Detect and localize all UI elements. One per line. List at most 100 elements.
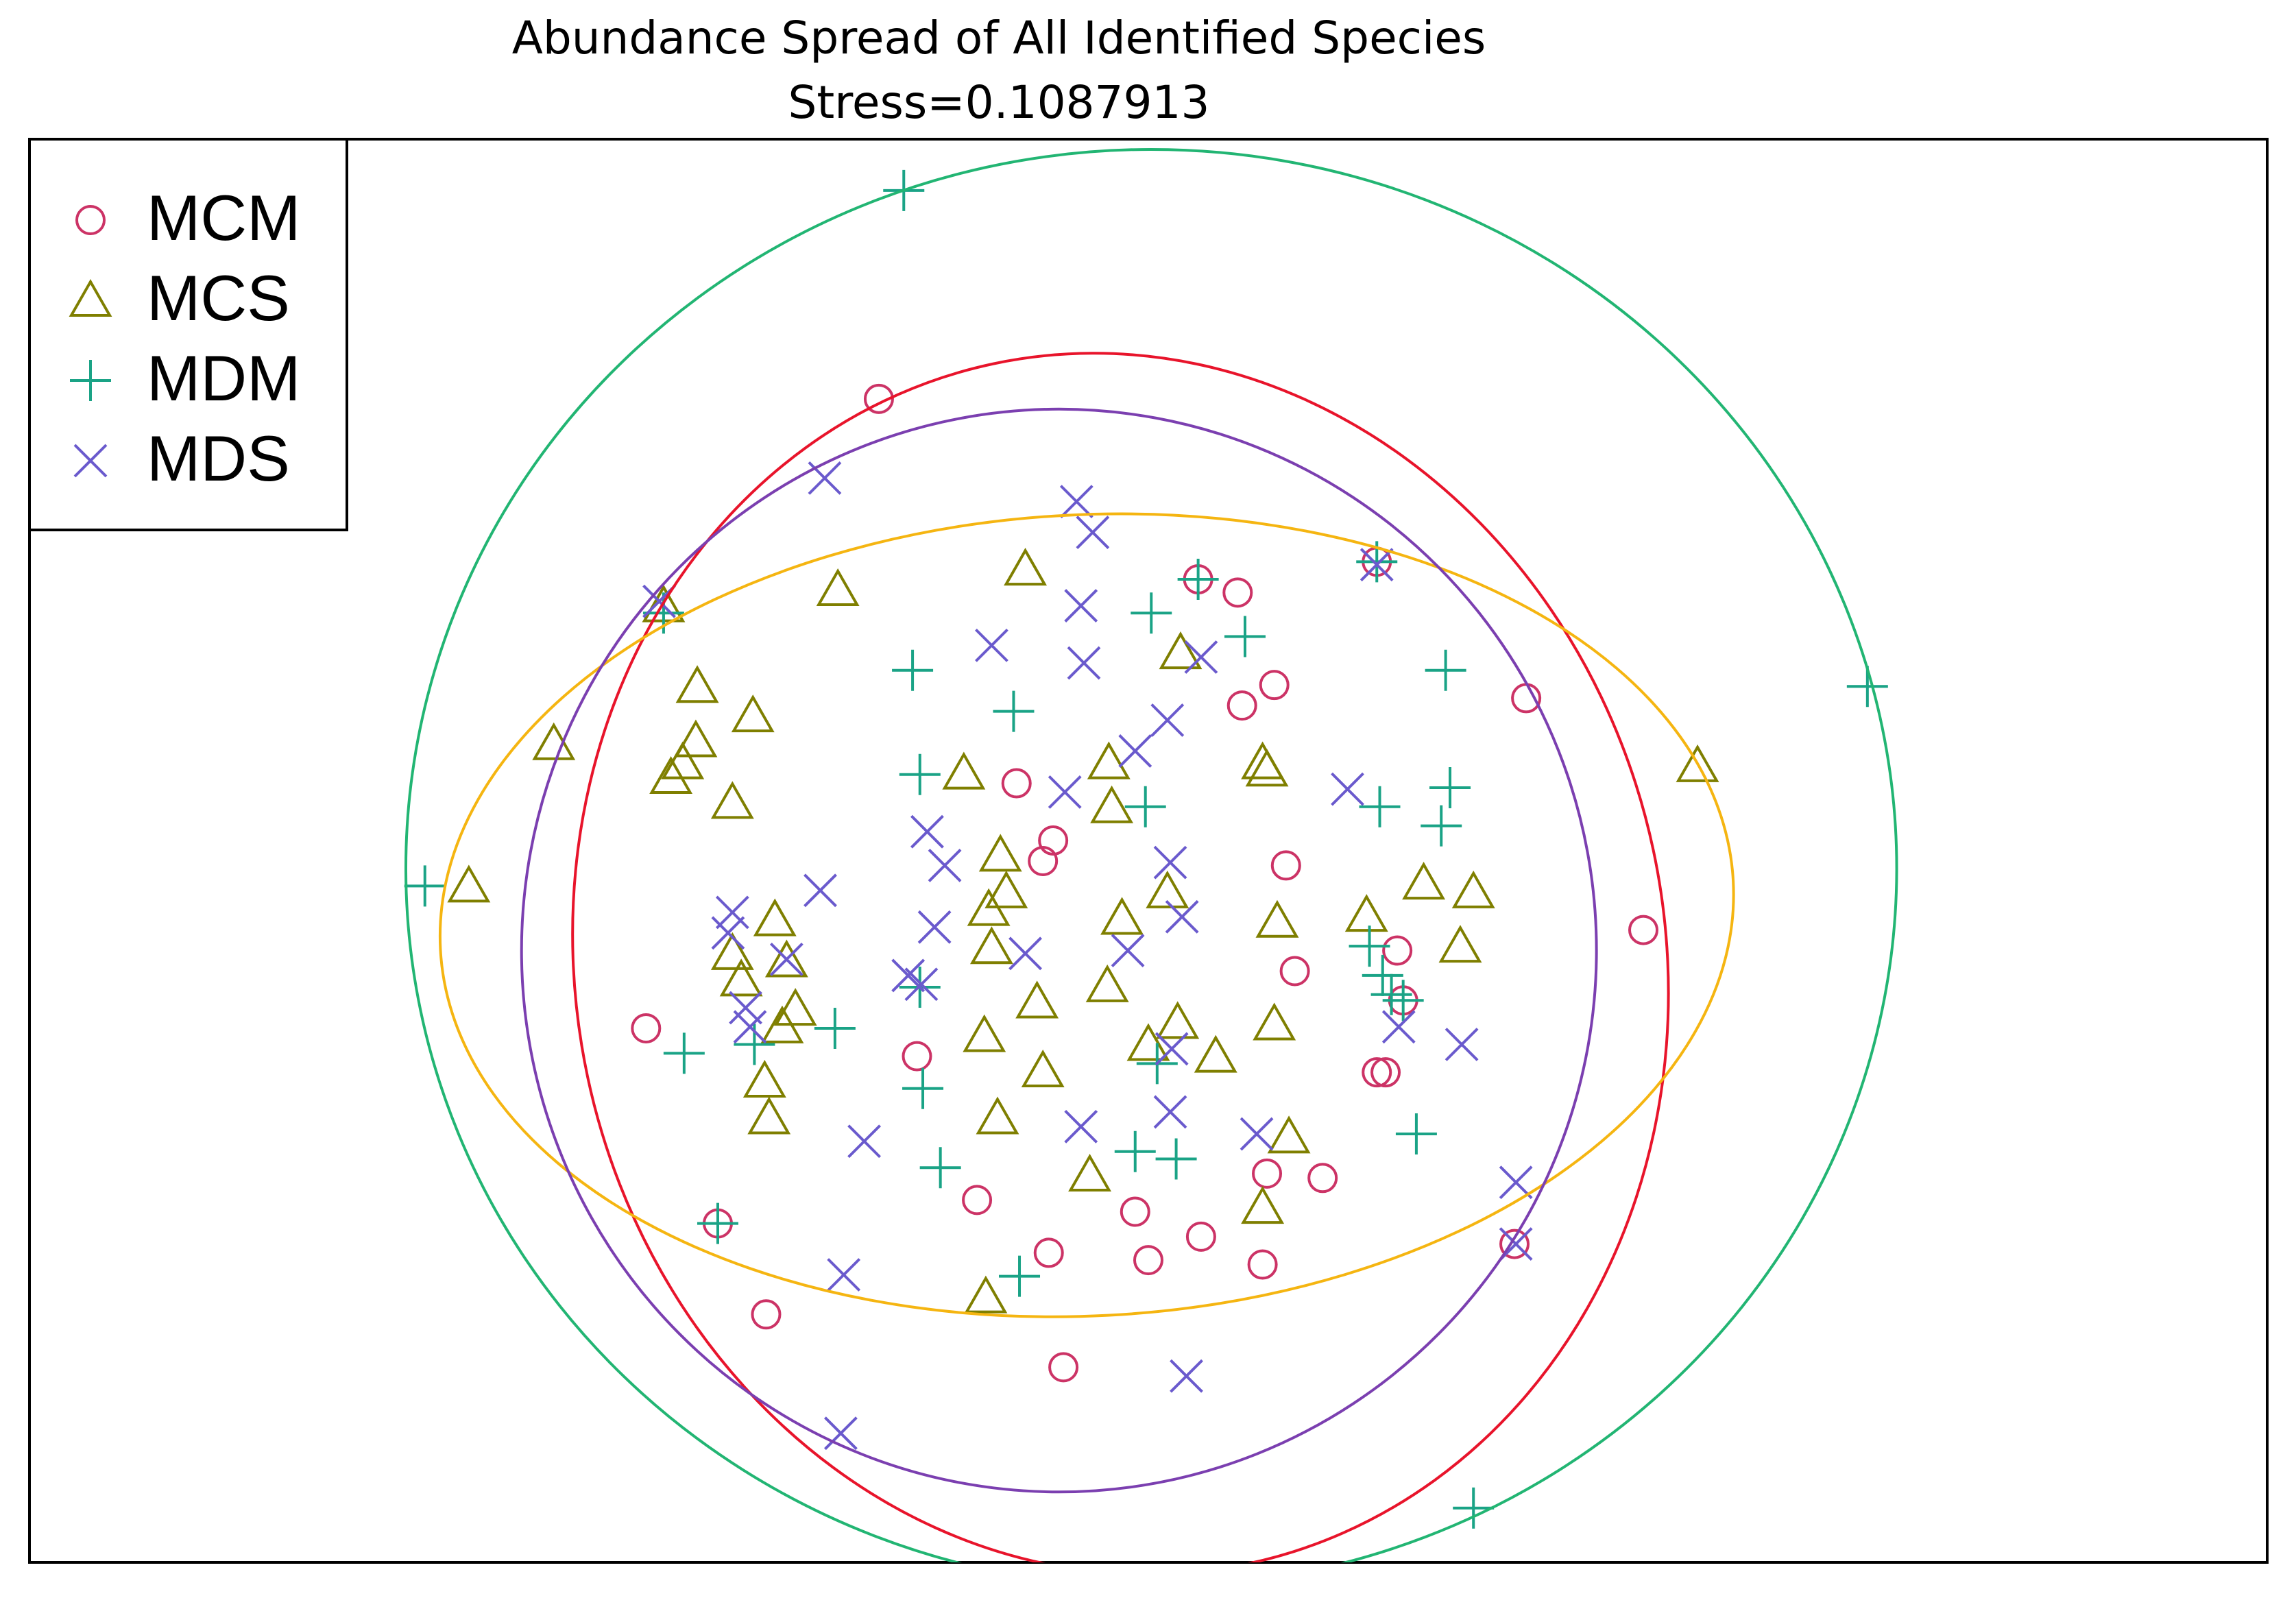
point <box>1451 870 1495 908</box>
point <box>823 1416 858 1451</box>
point <box>963 1014 1006 1052</box>
point <box>1421 805 1462 847</box>
point <box>1240 1117 1274 1151</box>
group-ellipse <box>520 407 1598 1494</box>
legend-symbol <box>73 444 108 478</box>
point <box>1153 1095 1187 1129</box>
point <box>902 1067 944 1109</box>
point <box>753 898 797 936</box>
point <box>975 628 1008 662</box>
point <box>942 751 986 790</box>
legend-box <box>28 138 348 531</box>
point <box>1100 897 1144 935</box>
point <box>1064 1109 1098 1144</box>
point <box>1170 1359 1203 1393</box>
point <box>969 926 1013 965</box>
point <box>978 834 1022 872</box>
point <box>1402 862 1446 900</box>
point <box>1224 616 1266 657</box>
chart-subtitle: Stress=0.1087913 <box>788 76 1209 129</box>
point <box>1362 954 1403 996</box>
point <box>1033 1237 1064 1268</box>
point <box>1090 785 1134 823</box>
point <box>733 1010 767 1044</box>
point <box>742 1059 786 1098</box>
point <box>919 1147 961 1189</box>
group-ellipse <box>404 148 1898 1562</box>
point <box>1425 649 1466 691</box>
point <box>1349 926 1390 967</box>
point <box>649 755 693 794</box>
point <box>674 719 718 758</box>
point <box>769 942 803 976</box>
chart-title: Abundance Spread of All Identified Speci… <box>512 12 1486 64</box>
point <box>984 870 1028 908</box>
point <box>847 1124 882 1159</box>
point <box>1359 786 1401 827</box>
point <box>1114 1130 1156 1172</box>
point <box>675 665 719 703</box>
plot-frame <box>28 138 2269 1564</box>
point <box>1155 1138 1197 1180</box>
legend-symbol <box>75 205 106 235</box>
point <box>1381 1010 1416 1044</box>
point <box>1344 894 1388 932</box>
point <box>976 1096 1019 1135</box>
point <box>1222 577 1253 608</box>
point <box>1008 936 1042 971</box>
point <box>711 916 745 950</box>
group-ellipse <box>438 512 1735 1318</box>
point <box>1628 915 1659 945</box>
point <box>1177 559 1219 601</box>
point <box>1001 768 1032 799</box>
point <box>1087 741 1131 779</box>
point <box>1370 1057 1401 1088</box>
point <box>917 910 952 944</box>
point <box>447 864 491 903</box>
legend-label: MDS <box>147 422 290 494</box>
point <box>731 694 775 733</box>
point <box>1245 749 1289 787</box>
point <box>1362 1057 1392 1088</box>
point <box>1226 690 1257 721</box>
point <box>1453 1487 1495 1529</box>
point <box>816 568 860 607</box>
point <box>1382 980 1424 1021</box>
point <box>1004 548 1048 586</box>
point <box>1085 964 1129 1002</box>
legend-label: MDM <box>147 342 301 414</box>
point <box>814 1007 856 1049</box>
point <box>904 967 939 1002</box>
point <box>1028 845 1059 876</box>
point <box>892 649 934 691</box>
point <box>1267 1115 1311 1154</box>
point <box>1395 1113 1437 1155</box>
point <box>1131 592 1172 634</box>
point <box>1038 825 1069 856</box>
point <box>764 939 808 978</box>
point <box>715 895 749 930</box>
point <box>1331 772 1364 806</box>
point <box>1370 973 1412 1015</box>
point <box>1438 925 1482 963</box>
point <box>1048 775 1082 809</box>
point <box>1015 980 1059 1019</box>
point <box>1064 589 1098 623</box>
point <box>1076 516 1110 549</box>
point <box>1382 935 1413 966</box>
point <box>663 1032 705 1074</box>
group-ellipse <box>571 352 1670 1562</box>
point <box>719 958 763 997</box>
point <box>827 1258 861 1292</box>
point <box>1118 734 1152 768</box>
point <box>751 1299 782 1330</box>
point <box>1133 1245 1163 1276</box>
point <box>1150 703 1185 737</box>
point <box>1120 1196 1150 1227</box>
point <box>1155 1032 1189 1066</box>
point <box>697 1202 738 1244</box>
point <box>1194 1035 1237 1073</box>
point <box>1124 786 1166 827</box>
point <box>1067 646 1101 680</box>
point <box>962 1185 993 1215</box>
